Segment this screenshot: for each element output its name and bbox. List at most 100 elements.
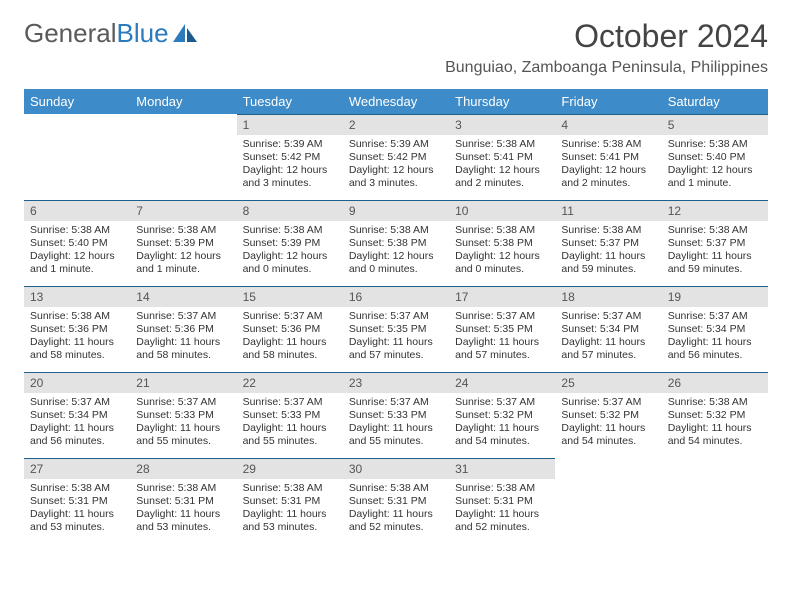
- sunrise-text: Sunrise: 5:38 AM: [668, 224, 762, 237]
- calendar-cell: 6Sunrise: 5:38 AMSunset: 5:40 PMDaylight…: [24, 200, 130, 286]
- day-details: Sunrise: 5:37 AMSunset: 5:36 PMDaylight:…: [130, 307, 236, 369]
- calendar-cell: [130, 114, 236, 200]
- calendar-cell: 17Sunrise: 5:37 AMSunset: 5:35 PMDayligh…: [449, 286, 555, 372]
- day-number: 10: [449, 200, 555, 221]
- sunrise-text: Sunrise: 5:38 AM: [243, 224, 337, 237]
- calendar-cell: 7Sunrise: 5:38 AMSunset: 5:39 PMDaylight…: [130, 200, 236, 286]
- daylight-text: Daylight: 12 hours and 2 minutes.: [561, 164, 655, 190]
- brand-part2: Blue: [117, 18, 169, 49]
- sunrise-text: Sunrise: 5:38 AM: [349, 482, 443, 495]
- daylight-text: Daylight: 12 hours and 0 minutes.: [349, 250, 443, 276]
- day-number: 28: [130, 458, 236, 479]
- daylight-text: Daylight: 11 hours and 58 minutes.: [30, 336, 124, 362]
- daylight-text: Daylight: 11 hours and 54 minutes.: [668, 422, 762, 448]
- sunset-text: Sunset: 5:35 PM: [349, 323, 443, 336]
- month-title: October 2024: [445, 18, 768, 55]
- sunset-text: Sunset: 5:37 PM: [561, 237, 655, 250]
- calendar-cell: 21Sunrise: 5:37 AMSunset: 5:33 PMDayligh…: [130, 372, 236, 458]
- day-details: Sunrise: 5:38 AMSunset: 5:36 PMDaylight:…: [24, 307, 130, 369]
- day-number: 24: [449, 372, 555, 393]
- dow-header: Wednesday: [343, 89, 449, 114]
- calendar-cell: [555, 458, 661, 544]
- sunset-text: Sunset: 5:31 PM: [243, 495, 337, 508]
- calendar-cell: 27Sunrise: 5:38 AMSunset: 5:31 PMDayligh…: [24, 458, 130, 544]
- sunset-text: Sunset: 5:32 PM: [561, 409, 655, 422]
- sunrise-text: Sunrise: 5:37 AM: [349, 310, 443, 323]
- sunrise-text: Sunrise: 5:38 AM: [561, 138, 655, 151]
- day-number: 30: [343, 458, 449, 479]
- day-number: 29: [237, 458, 343, 479]
- daylight-text: Daylight: 11 hours and 56 minutes.: [30, 422, 124, 448]
- sunrise-text: Sunrise: 5:38 AM: [668, 138, 762, 151]
- day-number: 5: [662, 114, 768, 135]
- sunset-text: Sunset: 5:38 PM: [455, 237, 549, 250]
- day-number: 12: [662, 200, 768, 221]
- day-details: Sunrise: 5:38 AMSunset: 5:31 PMDaylight:…: [24, 479, 130, 541]
- daylight-text: Daylight: 12 hours and 1 minute.: [668, 164, 762, 190]
- daylight-text: Daylight: 11 hours and 58 minutes.: [243, 336, 337, 362]
- sunset-text: Sunset: 5:31 PM: [455, 495, 549, 508]
- sunset-text: Sunset: 5:39 PM: [136, 237, 230, 250]
- day-number: 20: [24, 372, 130, 393]
- sunrise-text: Sunrise: 5:38 AM: [455, 482, 549, 495]
- calendar-cell: 12Sunrise: 5:38 AMSunset: 5:37 PMDayligh…: [662, 200, 768, 286]
- sunrise-text: Sunrise: 5:38 AM: [668, 396, 762, 409]
- calendar-table: Sunday Monday Tuesday Wednesday Thursday…: [24, 89, 768, 544]
- sunset-text: Sunset: 5:31 PM: [349, 495, 443, 508]
- calendar-cell: 22Sunrise: 5:37 AMSunset: 5:33 PMDayligh…: [237, 372, 343, 458]
- calendar-cell: 3Sunrise: 5:38 AMSunset: 5:41 PMDaylight…: [449, 114, 555, 200]
- day-details: Sunrise: 5:38 AMSunset: 5:41 PMDaylight:…: [449, 135, 555, 197]
- day-number: 2: [343, 114, 449, 135]
- dow-header: Thursday: [449, 89, 555, 114]
- daylight-text: Daylight: 11 hours and 55 minutes.: [349, 422, 443, 448]
- sunrise-text: Sunrise: 5:37 AM: [243, 396, 337, 409]
- sunrise-text: Sunrise: 5:38 AM: [455, 138, 549, 151]
- daylight-text: Daylight: 12 hours and 1 minute.: [136, 250, 230, 276]
- daylight-text: Daylight: 12 hours and 3 minutes.: [243, 164, 337, 190]
- daylight-text: Daylight: 11 hours and 55 minutes.: [136, 422, 230, 448]
- header: GeneralBlue October 2024 Bunguiao, Zambo…: [24, 18, 768, 77]
- calendar-cell: [662, 458, 768, 544]
- calendar-row: 6Sunrise: 5:38 AMSunset: 5:40 PMDaylight…: [24, 200, 768, 286]
- sunset-text: Sunset: 5:33 PM: [349, 409, 443, 422]
- day-number: 16: [343, 286, 449, 307]
- calendar-cell: 28Sunrise: 5:38 AMSunset: 5:31 PMDayligh…: [130, 458, 236, 544]
- sunrise-text: Sunrise: 5:37 AM: [136, 396, 230, 409]
- day-details: Sunrise: 5:38 AMSunset: 5:40 PMDaylight:…: [662, 135, 768, 197]
- calendar-row: 1Sunrise: 5:39 AMSunset: 5:42 PMDaylight…: [24, 114, 768, 200]
- location: Bunguiao, Zamboanga Peninsula, Philippin…: [445, 59, 768, 77]
- day-number: 22: [237, 372, 343, 393]
- sunset-text: Sunset: 5:35 PM: [455, 323, 549, 336]
- sunset-text: Sunset: 5:40 PM: [30, 237, 124, 250]
- daylight-text: Daylight: 11 hours and 52 minutes.: [455, 508, 549, 534]
- day-details: Sunrise: 5:38 AMSunset: 5:41 PMDaylight:…: [555, 135, 661, 197]
- day-number: 26: [662, 372, 768, 393]
- daylight-text: Daylight: 11 hours and 54 minutes.: [561, 422, 655, 448]
- sunrise-text: Sunrise: 5:38 AM: [561, 224, 655, 237]
- sunset-text: Sunset: 5:36 PM: [30, 323, 124, 336]
- day-details: Sunrise: 5:38 AMSunset: 5:32 PMDaylight:…: [662, 393, 768, 455]
- sunrise-text: Sunrise: 5:37 AM: [455, 310, 549, 323]
- calendar-cell: 30Sunrise: 5:38 AMSunset: 5:31 PMDayligh…: [343, 458, 449, 544]
- calendar-cell: 18Sunrise: 5:37 AMSunset: 5:34 PMDayligh…: [555, 286, 661, 372]
- day-details: Sunrise: 5:37 AMSunset: 5:34 PMDaylight:…: [662, 307, 768, 369]
- sunrise-text: Sunrise: 5:38 AM: [136, 224, 230, 237]
- sunset-text: Sunset: 5:33 PM: [136, 409, 230, 422]
- sunrise-text: Sunrise: 5:38 AM: [30, 482, 124, 495]
- calendar-row: 20Sunrise: 5:37 AMSunset: 5:34 PMDayligh…: [24, 372, 768, 458]
- daylight-text: Daylight: 11 hours and 59 minutes.: [561, 250, 655, 276]
- calendar-cell: 26Sunrise: 5:38 AMSunset: 5:32 PMDayligh…: [662, 372, 768, 458]
- day-details: Sunrise: 5:37 AMSunset: 5:34 PMDaylight:…: [24, 393, 130, 455]
- sunset-text: Sunset: 5:36 PM: [136, 323, 230, 336]
- sunrise-text: Sunrise: 5:38 AM: [136, 482, 230, 495]
- calendar-cell: 2Sunrise: 5:39 AMSunset: 5:42 PMDaylight…: [343, 114, 449, 200]
- day-details: Sunrise: 5:38 AMSunset: 5:31 PMDaylight:…: [237, 479, 343, 541]
- day-number: 17: [449, 286, 555, 307]
- day-number: 31: [449, 458, 555, 479]
- daylight-text: Daylight: 11 hours and 57 minutes.: [349, 336, 443, 362]
- calendar-cell: [24, 114, 130, 200]
- day-number: 15: [237, 286, 343, 307]
- sunset-text: Sunset: 5:34 PM: [668, 323, 762, 336]
- dow-header: Friday: [555, 89, 661, 114]
- day-details: Sunrise: 5:38 AMSunset: 5:38 PMDaylight:…: [343, 221, 449, 283]
